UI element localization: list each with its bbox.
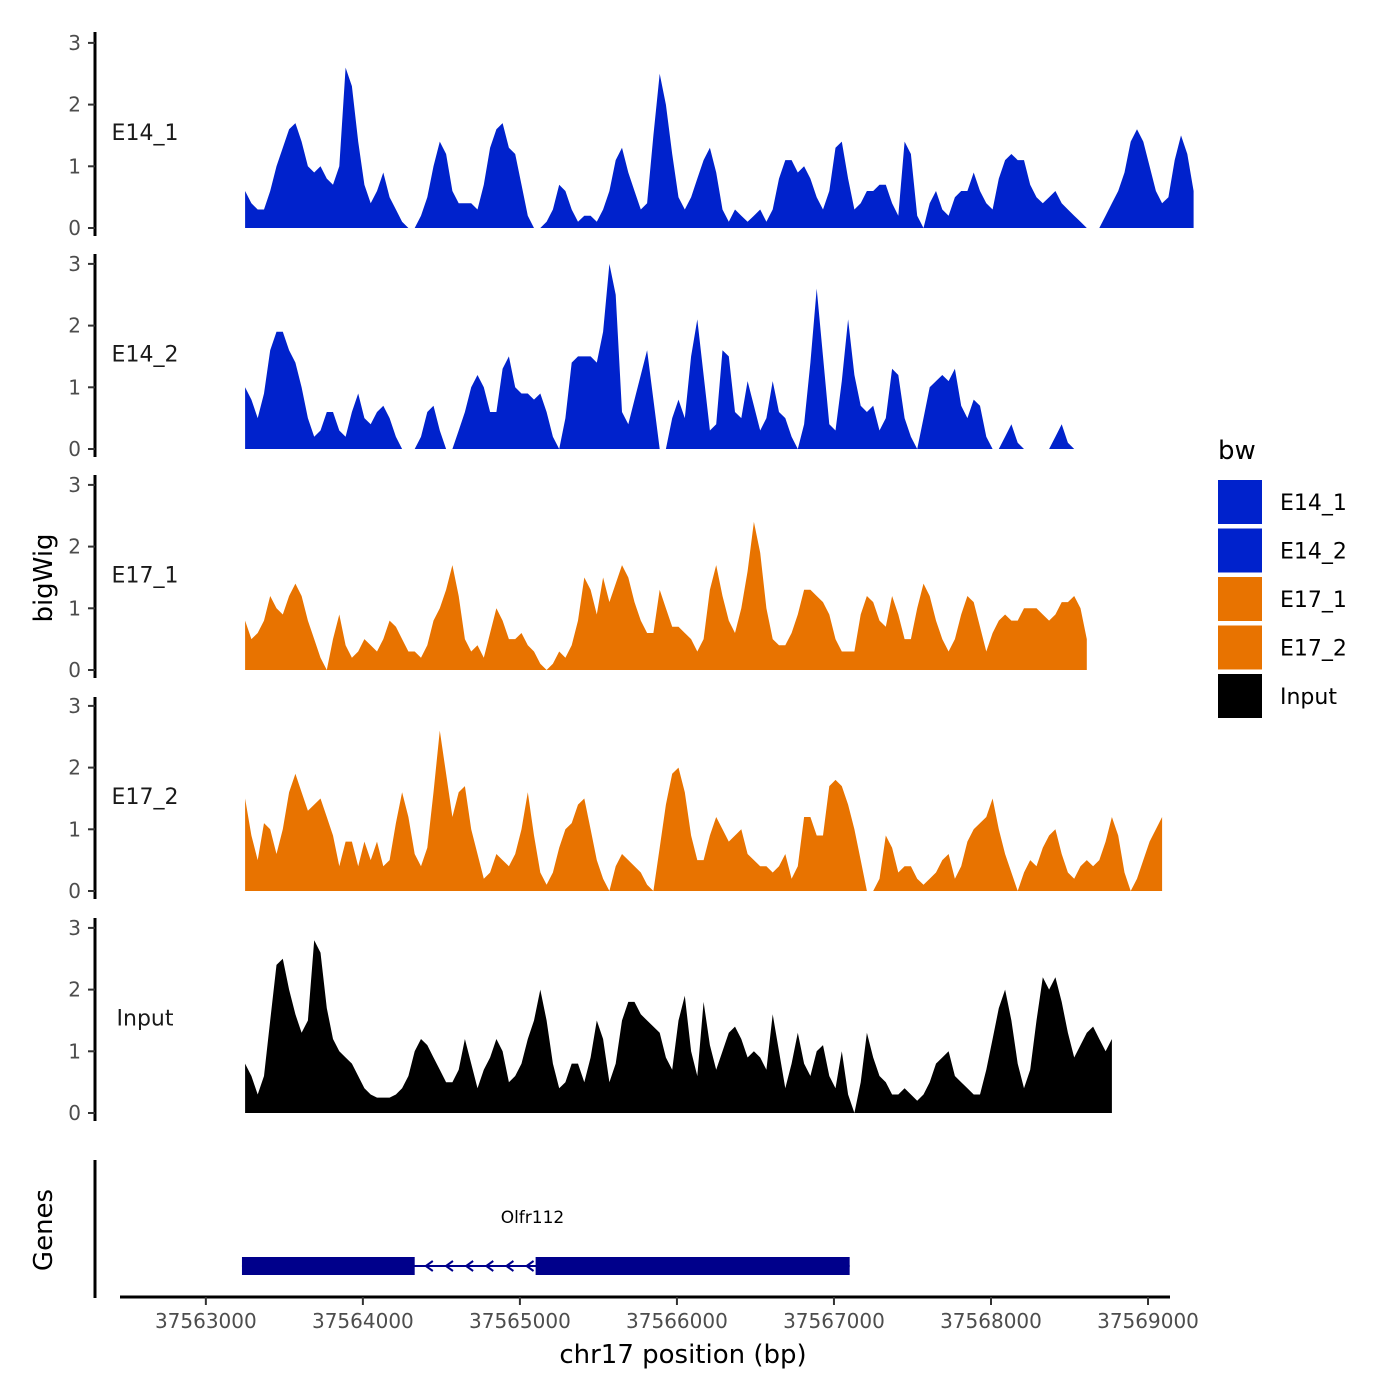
- x-tick-label: 37563000: [155, 1309, 257, 1333]
- y-tick-label: 2: [68, 314, 81, 338]
- track-label-e17-2: E17_2: [112, 785, 179, 810]
- legend-swatch-e17-1: [1218, 577, 1262, 621]
- y-tick-label: 0: [68, 658, 81, 682]
- track-label-e14-1: E14_1: [112, 121, 179, 146]
- area-input: [245, 940, 1112, 1113]
- legend-swatch-input: [1218, 674, 1262, 718]
- y-tick-label: 0: [68, 216, 81, 240]
- y-tick-label: 1: [68, 596, 81, 620]
- x-tick-label: 37567000: [783, 1309, 885, 1333]
- legend-label: E14_1: [1280, 491, 1347, 516]
- strand-arrow: [444, 1260, 454, 1272]
- legend-label: E17_1: [1280, 588, 1347, 613]
- y-tick-label: 2: [68, 93, 81, 117]
- x-axis-title: chr17 position (bp): [559, 1340, 806, 1370]
- y-tick-label: 1: [68, 1039, 81, 1063]
- x-tick-label: 37566000: [626, 1309, 728, 1333]
- legend-title: bw: [1218, 436, 1256, 466]
- track-label-input: Input: [117, 1007, 174, 1032]
- strand-arrow: [504, 1260, 514, 1272]
- x-tick-label: 37565000: [469, 1309, 571, 1333]
- area-e14-2: [245, 263, 1100, 449]
- y-tick-label: 3: [68, 694, 81, 718]
- strand-arrow: [464, 1260, 474, 1272]
- y-tick-label: 2: [68, 978, 81, 1002]
- area-e14-1: [245, 67, 1194, 228]
- y-tick-label: 1: [68, 375, 81, 399]
- track-label-e14-2: E14_2: [112, 343, 179, 368]
- legend-label: E17_2: [1280, 637, 1347, 662]
- gene-label: Olfr112: [501, 1208, 565, 1228]
- area-e17-2: [245, 730, 1163, 891]
- x-tick-label: 37564000: [312, 1309, 414, 1333]
- y-tick-label: 1: [68, 154, 81, 178]
- genes-track-label: Genes: [29, 1189, 59, 1271]
- track-label-e17-1: E17_1: [112, 564, 179, 589]
- legend-swatch-e14-2: [1218, 528, 1262, 573]
- y-tick-label: 0: [68, 437, 81, 461]
- legend-swatch-e14-1: [1218, 480, 1262, 524]
- strand-arrow: [524, 1260, 535, 1272]
- y-tick-label: 3: [68, 252, 81, 276]
- y-tick-label: 3: [68, 473, 81, 497]
- y-tick-label: 2: [68, 535, 81, 559]
- legend-label: Input: [1280, 685, 1337, 710]
- gene-exon-2: [535, 1257, 850, 1275]
- y-tick-label: 3: [68, 916, 81, 940]
- x-tick-label: 37569000: [1097, 1309, 1199, 1333]
- y-tick-label: 2: [68, 756, 81, 780]
- y-tick-label: 1: [68, 817, 81, 841]
- x-tick-label: 37568000: [940, 1309, 1042, 1333]
- gene-exon-1: [241, 1257, 415, 1275]
- y-tick-label: 0: [68, 1101, 81, 1125]
- area-e17-1: [245, 521, 1087, 670]
- legend-swatch-e17-2: [1218, 625, 1262, 670]
- y-axis-title: bigWig: [29, 533, 59, 622]
- y-tick-label: 0: [68, 879, 81, 903]
- strand-arrow: [424, 1260, 434, 1272]
- strand-arrow: [484, 1260, 494, 1272]
- y-tick-label: 3: [68, 31, 81, 55]
- legend-label: E14_2: [1280, 540, 1347, 565]
